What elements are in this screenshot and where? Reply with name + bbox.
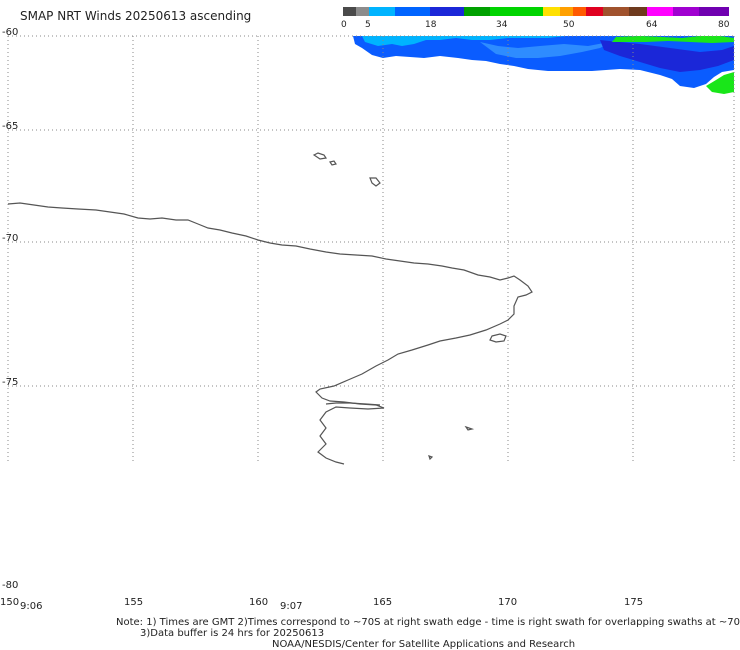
coastline	[7, 152, 533, 465]
longitude-label: 160	[249, 597, 269, 608]
scale-segment	[542, 7, 560, 16]
wind-swath-green-right	[706, 72, 734, 94]
island-2	[329, 160, 337, 166]
longitude-label: 175	[624, 597, 644, 608]
scale-segment	[572, 7, 586, 16]
longitude-label: 170	[498, 597, 518, 608]
latitude-label: -65	[2, 121, 19, 132]
wind-swath	[353, 36, 734, 94]
island-4	[464, 425, 475, 431]
island-3	[369, 177, 381, 187]
longitude-label: 155	[124, 597, 144, 608]
note-line-2: 3)Data buffer is 24 hrs for 20250613	[140, 628, 325, 639]
scale-segment	[646, 7, 673, 16]
wind-swath-green-top	[612, 36, 734, 43]
note-line-1: Note: 1) Times are GMT 2)Times correspon…	[116, 617, 740, 628]
latitude-label: -70	[2, 233, 19, 244]
scale-segment	[585, 7, 604, 16]
scale-segment	[343, 7, 357, 16]
map-title: SMAP NRT Winds 20250613 ascending	[20, 9, 252, 23]
scale-segment	[698, 7, 729, 16]
credit-line: NOAA/NESDIS/Center for Satellite Applica…	[272, 639, 576, 650]
scale-tick-label: 64	[646, 20, 658, 30]
scale-tick-label: 50	[563, 20, 575, 30]
antarctic-coastline	[7, 202, 533, 465]
scale-segment	[490, 7, 543, 16]
scale-segment	[395, 7, 430, 16]
longitude-label: 150	[0, 597, 20, 608]
scale-segment	[369, 7, 396, 16]
scale-segment	[429, 7, 465, 16]
scale-tick-label: 5	[365, 20, 371, 30]
latitude-label: -60	[2, 27, 19, 38]
scale-tick-label: 0	[341, 20, 347, 30]
coast-inlet	[325, 402, 381, 406]
scale-segment	[603, 7, 630, 16]
scale-segment	[356, 7, 370, 16]
scale-tick-label: 80	[718, 20, 730, 30]
swath-time-label: 9:06	[20, 601, 43, 612]
scale-segment	[559, 7, 573, 16]
scale-segment	[672, 7, 699, 16]
wind-speed-color-scale	[343, 7, 729, 16]
scale-tick-label: 18	[425, 20, 437, 30]
scale-segment	[629, 7, 647, 16]
latitude-label: -80	[2, 580, 19, 591]
wind-swath-light-blue-2	[480, 40, 616, 58]
longitude-label: 165	[373, 597, 393, 608]
scale-tick-label: 34	[496, 20, 508, 30]
island-1	[312, 152, 328, 160]
graticule	[7, 35, 735, 464]
swath-time-label: 9:07	[280, 601, 303, 612]
wind-swath-light-blue	[353, 36, 566, 46]
island-5	[428, 455, 434, 461]
coast-peninsula	[489, 333, 507, 343]
scale-segment	[464, 7, 491, 16]
latitude-label: -75	[2, 377, 19, 388]
